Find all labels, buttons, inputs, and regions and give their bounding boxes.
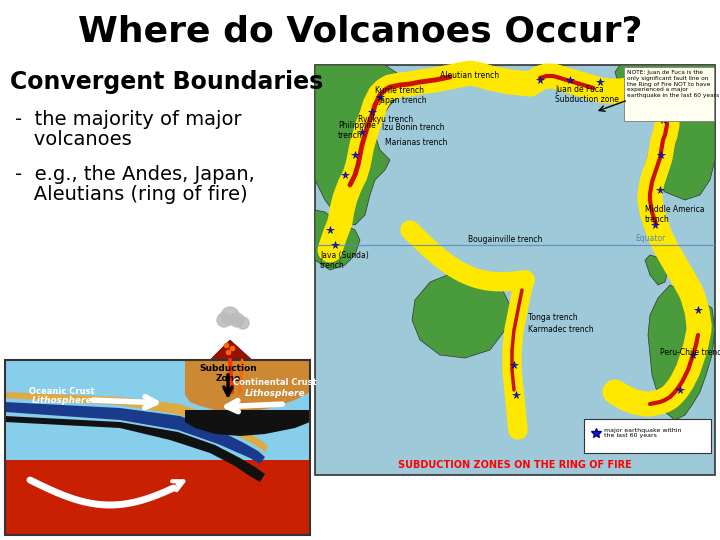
- Polygon shape: [5, 392, 265, 464]
- Text: SUBDUCTION ZONES ON THE RING OF FIRE: SUBDUCTION ZONES ON THE RING OF FIRE: [398, 460, 632, 470]
- Text: Tonga trench: Tonga trench: [528, 313, 577, 322]
- Text: Where do Volcanoes Occur?: Where do Volcanoes Occur?: [78, 15, 642, 49]
- Polygon shape: [185, 410, 310, 436]
- Text: Continental Crust: Continental Crust: [233, 378, 317, 387]
- Text: Juan de Fuca
Subduction zone: Juan de Fuca Subduction zone: [555, 85, 619, 104]
- Text: Marianas trench: Marianas trench: [385, 138, 447, 147]
- Text: Lithosphere: Lithosphere: [245, 389, 305, 398]
- Text: Karmadec trench: Karmadec trench: [528, 325, 593, 334]
- FancyBboxPatch shape: [5, 360, 310, 460]
- Polygon shape: [615, 65, 715, 200]
- Text: major earthquake within
the last 60 years: major earthquake within the last 60 year…: [604, 428, 682, 438]
- Text: Ryukyu trench: Ryukyu trench: [358, 115, 413, 124]
- Polygon shape: [5, 385, 268, 452]
- Polygon shape: [185, 360, 310, 412]
- Text: Lithosphere: Lithosphere: [32, 396, 92, 405]
- Polygon shape: [412, 272, 510, 358]
- Text: NOTE: Juan de Fuca is the
only significant fault line on
the Ring of Fire NOT to: NOTE: Juan de Fuca is the only significa…: [627, 70, 719, 98]
- Polygon shape: [648, 285, 715, 420]
- Text: Philippine
trench: Philippine trench: [338, 120, 376, 140]
- Polygon shape: [315, 210, 360, 270]
- Text: Bougainville trench: Bougainville trench: [468, 235, 542, 244]
- Polygon shape: [645, 255, 668, 285]
- Polygon shape: [210, 340, 252, 360]
- Text: -  e.g., the Andes, Japan,: - e.g., the Andes, Japan,: [15, 165, 255, 184]
- Text: Izu Bonin trench: Izu Bonin trench: [382, 123, 444, 132]
- Text: Oceanic Crust: Oceanic Crust: [30, 387, 95, 396]
- FancyBboxPatch shape: [624, 67, 714, 121]
- Text: Peru-Chile trench: Peru-Chile trench: [660, 348, 720, 357]
- Text: Kurile trench: Kurile trench: [375, 86, 424, 95]
- Text: Japan trench: Japan trench: [378, 96, 427, 105]
- Polygon shape: [5, 402, 265, 482]
- FancyBboxPatch shape: [584, 419, 711, 453]
- Text: Convergent Boundaries: Convergent Boundaries: [10, 70, 323, 94]
- Text: Java (Sunda)
trench: Java (Sunda) trench: [320, 251, 369, 270]
- Circle shape: [217, 313, 231, 327]
- Polygon shape: [315, 65, 405, 225]
- Text: Aleutian trench: Aleutian trench: [440, 71, 499, 80]
- Circle shape: [230, 313, 244, 327]
- Text: volcanoes: volcanoes: [15, 130, 132, 149]
- FancyBboxPatch shape: [315, 65, 715, 475]
- Text: Subduction
Zone: Subduction Zone: [199, 364, 257, 383]
- Text: Middle America
trench: Middle America trench: [645, 205, 704, 224]
- Circle shape: [221, 307, 239, 325]
- Text: Aleutians (ring of fire): Aleutians (ring of fire): [15, 185, 248, 204]
- FancyBboxPatch shape: [5, 460, 310, 535]
- Text: Equator: Equator: [635, 234, 665, 243]
- Text: -  the majority of major: - the majority of major: [15, 110, 242, 129]
- Circle shape: [237, 317, 249, 329]
